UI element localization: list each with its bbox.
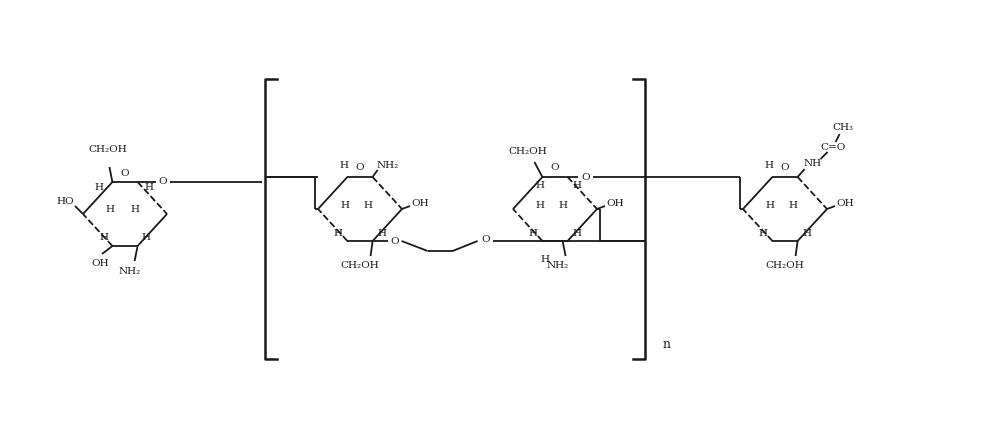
Text: H: H: [364, 201, 372, 210]
Text: CH₂OH: CH₂OH: [766, 262, 804, 270]
Text: CH₂OH: CH₂OH: [88, 145, 127, 155]
Text: NH: NH: [804, 160, 822, 168]
Text: HO: HO: [56, 197, 74, 207]
Text: NH₂: NH₂: [376, 161, 399, 170]
Text: O: O: [551, 164, 559, 172]
Text: H: H: [529, 230, 538, 239]
Text: H: H: [788, 201, 798, 210]
Text: OH: OH: [411, 200, 429, 208]
Text: H: H: [536, 201, 544, 210]
Text: O: O: [581, 172, 590, 181]
Text: H: H: [572, 181, 581, 190]
Text: H: H: [558, 201, 568, 210]
Text: CH₂OH: CH₂OH: [341, 262, 379, 270]
Text: n: n: [663, 338, 671, 351]
Text: O: O: [481, 236, 490, 244]
Text: NH₂: NH₂: [547, 262, 569, 270]
Text: H: H: [541, 254, 550, 263]
Text: H: H: [340, 201, 350, 210]
Text: H: H: [340, 161, 349, 171]
Text: H: H: [144, 183, 153, 191]
Text: H: H: [802, 230, 811, 239]
Text: O: O: [356, 164, 364, 172]
Text: O: O: [121, 168, 129, 178]
Text: H: H: [106, 204, 114, 214]
Text: H: H: [95, 183, 104, 191]
Text: H: H: [141, 233, 150, 243]
Text: H: H: [572, 230, 581, 239]
Text: H: H: [100, 233, 109, 243]
Text: CH₂OH: CH₂OH: [508, 148, 547, 157]
Text: H: H: [334, 230, 343, 239]
Text: OH: OH: [836, 200, 854, 208]
Text: C=O: C=O: [820, 142, 845, 151]
Text: NH₂: NH₂: [119, 266, 141, 276]
Text: H: H: [765, 161, 774, 171]
Text: OH: OH: [606, 200, 624, 208]
Text: CH₃: CH₃: [832, 122, 853, 132]
Text: H: H: [536, 181, 545, 190]
Text: H: H: [377, 230, 386, 239]
Text: H: H: [766, 201, 774, 210]
Text: H: H: [130, 204, 140, 214]
Text: H: H: [759, 230, 768, 239]
Text: OH: OH: [91, 260, 109, 269]
Text: O: O: [390, 237, 399, 246]
Text: O: O: [781, 164, 789, 172]
Text: O: O: [158, 178, 167, 187]
